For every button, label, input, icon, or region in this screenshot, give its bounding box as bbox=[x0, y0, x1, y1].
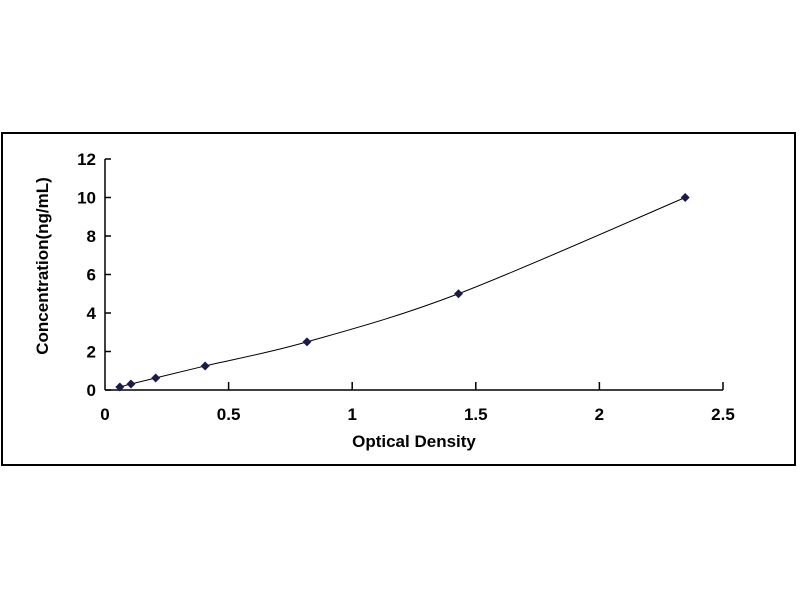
x-tick-label: 0 bbox=[100, 405, 109, 424]
x-tick-label: 2 bbox=[595, 405, 604, 424]
data-point bbox=[126, 379, 136, 389]
data-point bbox=[115, 382, 125, 392]
y-axis-label: Concentration(ng/mL) bbox=[33, 177, 52, 355]
y-tick-label: 10 bbox=[77, 189, 96, 208]
y-tick-label: 12 bbox=[77, 150, 96, 169]
data-point bbox=[151, 373, 161, 383]
x-axis-label: Optical Density bbox=[352, 432, 476, 451]
x-tick-label: 2.5 bbox=[711, 405, 735, 424]
y-tick-label: 0 bbox=[87, 381, 96, 400]
fit-curve bbox=[119, 197, 686, 388]
y-tick-label: 2 bbox=[87, 343, 96, 362]
data-point bbox=[453, 289, 463, 299]
y-tick-label: 8 bbox=[87, 227, 96, 246]
x-tick-label: 1.5 bbox=[464, 405, 488, 424]
data-point bbox=[200, 361, 210, 371]
y-tick-label: 6 bbox=[87, 266, 96, 285]
data-point bbox=[302, 337, 312, 347]
y-tick-label: 4 bbox=[87, 304, 97, 323]
x-tick-label: 1 bbox=[347, 405, 356, 424]
chart-frame bbox=[1, 132, 796, 466]
data-point bbox=[680, 193, 690, 202]
x-tick-label: 0.5 bbox=[217, 405, 241, 424]
